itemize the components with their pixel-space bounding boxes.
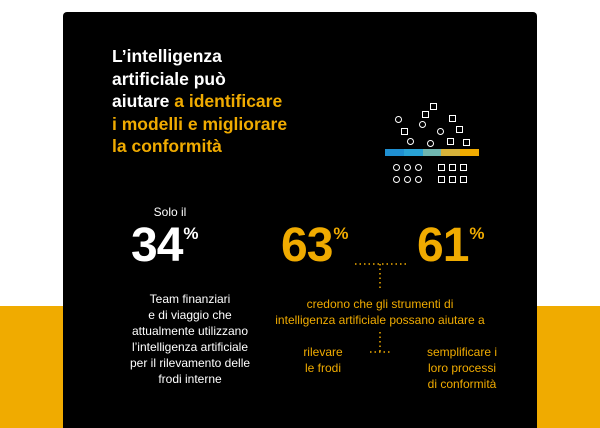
sub-item-detect-fraud: rilevare le frodi	[288, 344, 358, 376]
sub-item-line: loro processi	[427, 361, 497, 375]
square-icon	[430, 103, 437, 110]
stat-left-value: 34	[131, 219, 183, 272]
square-icon	[463, 139, 470, 146]
square-icon	[460, 164, 467, 171]
stat-mid-unit: %	[333, 224, 349, 243]
desc-line: e di viaggio che	[148, 308, 232, 322]
stat-mid-percentage: 63%	[281, 222, 349, 270]
circle-icon	[407, 138, 414, 145]
square-icon	[449, 164, 456, 171]
square-icon	[438, 164, 445, 171]
stat-mid-value: 63	[281, 219, 333, 272]
square-icon	[401, 128, 408, 135]
stat-left-description: Team finanziari e di viaggio che attualm…	[115, 291, 265, 387]
desc-line: Team finanziari	[149, 292, 231, 306]
bar-segment	[460, 149, 479, 156]
square-icon	[422, 111, 429, 118]
dotted-connector	[355, 263, 408, 353]
bar-segment	[385, 149, 404, 156]
data-pattern-illustration	[385, 100, 480, 190]
stat-left-percentage: 34%	[131, 222, 199, 270]
stat-left-unit: %	[183, 224, 199, 243]
sub-item-line: rilevare	[303, 345, 343, 359]
square-icon	[438, 176, 445, 183]
square-icon	[449, 176, 456, 183]
stat-right-value: 61	[417, 219, 469, 272]
shared-desc-line: credono che gli strumenti di	[306, 297, 454, 311]
circle-icon	[427, 140, 434, 147]
sub-item-line: di conformità	[427, 377, 497, 391]
headline-line-3-accent: a identificare	[174, 91, 283, 111]
shared-desc-line: intelligenza artificiale possano aiutare…	[275, 313, 485, 327]
stat-right-unit: %	[469, 224, 485, 243]
circle-icon	[419, 121, 426, 128]
infographic-card	[63, 12, 537, 428]
circle-icon	[404, 176, 411, 183]
headline-line-5: la conformità	[112, 136, 222, 156]
sub-item-line: semplificare i	[426, 345, 498, 359]
square-icon	[456, 126, 463, 133]
shared-description: credono che gli strumenti di intelligenz…	[260, 296, 500, 328]
circle-icon	[393, 164, 400, 171]
gradient-bar	[385, 149, 479, 156]
headline: L’intelligenza artificiale può aiutare a…	[112, 45, 352, 158]
bar-segment	[441, 149, 461, 156]
circle-icon	[393, 176, 400, 183]
desc-line: per il rilevamento delle	[129, 356, 251, 370]
circle-icon	[437, 128, 444, 135]
sub-item-line: le frodi	[304, 361, 342, 375]
stat-left-prefix: Solo il	[153, 205, 187, 219]
square-icon	[447, 138, 454, 145]
bar-segment	[403, 149, 423, 156]
circle-icon	[404, 164, 411, 171]
headline-line-3: aiutare	[112, 91, 175, 111]
headline-line-1: L’intelligenza	[112, 46, 222, 66]
headline-line-2: artificiale può	[112, 68, 226, 89]
desc-line: frodi interne	[158, 372, 222, 386]
sub-item-simplify-compliance: semplificare i loro processi di conformi…	[412, 344, 512, 392]
desc-line: attualmente utilizzano	[131, 324, 249, 338]
circle-icon	[395, 116, 402, 123]
circle-icon	[415, 164, 422, 171]
headline-line-4: i modelli e migliorare	[112, 113, 288, 134]
circle-icon	[415, 176, 422, 183]
bar-segment	[422, 149, 442, 156]
stat-right-percentage: 61%	[417, 222, 485, 270]
square-icon	[449, 115, 456, 122]
square-icon	[460, 176, 467, 183]
desc-line: l’intelligenza artificiale	[131, 340, 249, 354]
